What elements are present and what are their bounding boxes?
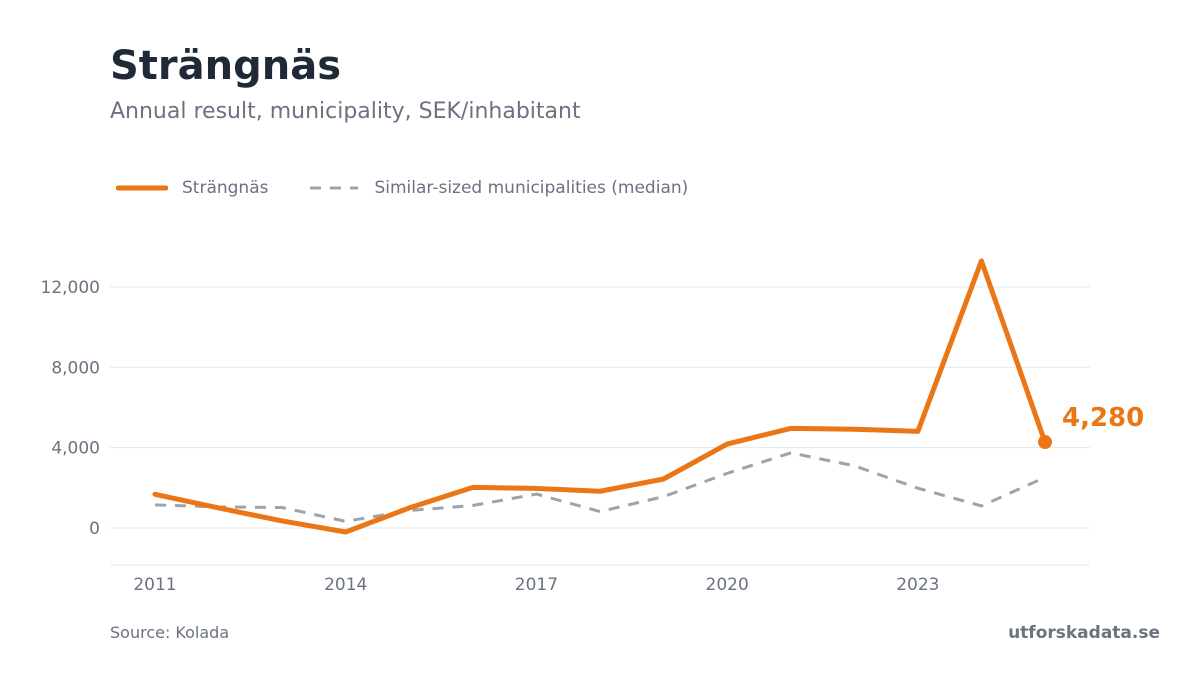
legend-label-strangnas: Strängnäs xyxy=(182,178,269,198)
legend-label-median: Similar-sized municipalities (median) xyxy=(374,178,689,198)
legend-item-strangnas: Strängnäs xyxy=(116,178,268,198)
x-tick-label-4: 2023 xyxy=(896,575,939,595)
y-tick-label-3: 12,000 xyxy=(41,278,100,298)
series-line-1 xyxy=(154,451,1046,523)
grid-lines xyxy=(110,286,1090,529)
legend-swatch-dashed xyxy=(310,186,359,190)
chart-subtitle: Annual result, municipality, SEK/inhabit… xyxy=(110,99,581,124)
x-tick-label-1: 2014 xyxy=(324,575,367,595)
chart-title: Strängnäs xyxy=(110,43,342,89)
y-tick-label-0: 0 xyxy=(89,519,100,539)
legend-swatch-solid xyxy=(116,185,168,191)
series-lines xyxy=(152,258,1048,535)
y-axis: 0 4,000 8,000 12,000 xyxy=(41,278,100,539)
legend-item-median: Similar-sized municipalities (median) xyxy=(308,178,688,198)
y-tick-label-2: 8,000 xyxy=(51,358,100,378)
x-tick-label-2: 2017 xyxy=(515,575,558,595)
annotations: 4,280 xyxy=(1038,403,1144,450)
x-axis: 2011 2014 2017 2020 2023 xyxy=(110,564,1090,595)
brand-link[interactable]: utforskadata.se xyxy=(1008,623,1160,643)
source-note: Source: Kolada xyxy=(110,623,230,642)
end-value-label: 4,280 xyxy=(1062,403,1144,433)
x-tick-label-0: 2011 xyxy=(133,575,176,595)
y-tick-label-1: 4,000 xyxy=(51,439,100,459)
x-tick-label-3: 2020 xyxy=(706,575,749,595)
end-point-marker xyxy=(1038,435,1052,450)
series-line-0 xyxy=(152,258,1048,535)
chart-legend: Strängnäs Similar-sized municipalities (… xyxy=(116,178,728,198)
